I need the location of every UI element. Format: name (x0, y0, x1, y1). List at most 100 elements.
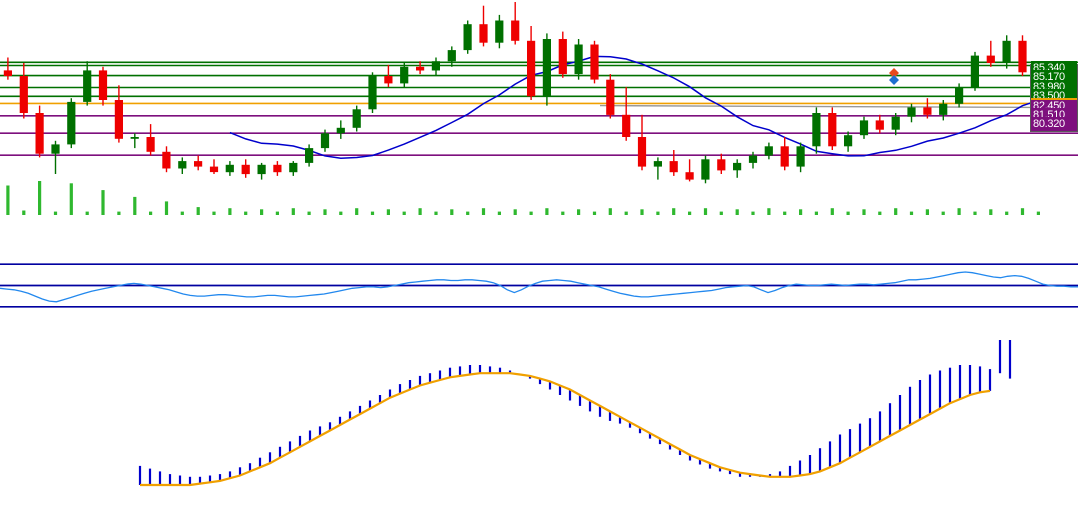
candlestick[interactable] (812, 107, 821, 154)
candlestick[interactable] (320, 129, 330, 152)
oscillator-pane[interactable] (0, 243, 1078, 328)
candlestick[interactable] (83, 61, 92, 106)
candlestick[interactable] (701, 155, 710, 184)
candle-body (162, 151, 171, 169)
candle-body (51, 144, 60, 154)
candlestick[interactable] (558, 31, 567, 78)
candlestick[interactable] (416, 61, 425, 75)
histogram-canvas[interactable] (0, 340, 1078, 505)
candlestick[interactable] (352, 105, 361, 132)
candle-body (939, 103, 948, 115)
crosshair-marker[interactable] (889, 68, 899, 85)
candlestick[interactable] (653, 157, 662, 180)
volume-bar (149, 211, 153, 215)
oscillator-canvas[interactable] (0, 243, 1078, 328)
candlestick[interactable] (1002, 35, 1011, 69)
candlestick[interactable] (764, 142, 773, 160)
volume-bar (989, 209, 993, 215)
candlestick[interactable] (162, 146, 171, 173)
volume-bar (244, 211, 248, 215)
candlestick[interactable] (336, 120, 345, 139)
candlestick[interactable] (209, 159, 219, 174)
candlestick[interactable] (859, 116, 869, 139)
candlestick[interactable] (241, 159, 250, 178)
candlestick[interactable] (717, 153, 726, 174)
candlestick[interactable] (447, 46, 456, 67)
price-chart-pane[interactable] (0, 0, 1078, 240)
candle-body (748, 155, 758, 163)
candlestick[interactable] (970, 51, 979, 91)
volume-bar (323, 209, 327, 215)
volume-bar (894, 208, 898, 215)
candlestick[interactable] (19, 63, 28, 119)
candlestick[interactable] (780, 137, 789, 171)
candle-body (590, 44, 599, 80)
volume-bar (909, 211, 914, 215)
candlestick[interactable] (98, 66, 108, 106)
candle-body (764, 146, 773, 156)
candlestick[interactable] (939, 100, 948, 121)
candlestick[interactable] (289, 161, 298, 176)
candlestick[interactable] (574, 39, 583, 80)
candlestick[interactable] (907, 103, 916, 123)
candlestick[interactable] (479, 5, 488, 47)
candlestick[interactable] (527, 26, 536, 100)
candle-body (891, 116, 900, 130)
candlestick[interactable] (733, 159, 742, 178)
candlestick[interactable] (114, 85, 123, 143)
price-chart-canvas[interactable] (0, 0, 1078, 240)
candlestick[interactable] (637, 114, 647, 171)
candle-body (241, 164, 250, 175)
candlestick[interactable] (273, 161, 282, 176)
candlestick[interactable] (606, 74, 615, 119)
volume-bar (260, 209, 264, 215)
candlestick[interactable] (194, 155, 203, 171)
candlestick[interactable] (828, 107, 837, 150)
volume-bar (180, 211, 184, 215)
volume-bar (688, 211, 692, 215)
candlestick[interactable] (1018, 35, 1027, 76)
candlestick[interactable] (542, 33, 551, 106)
candle-body (511, 20, 520, 41)
candlestick[interactable] (796, 142, 805, 173)
candlestick[interactable] (257, 162, 266, 180)
candlestick[interactable] (495, 14, 504, 49)
candlestick[interactable] (400, 63, 409, 88)
candlestick[interactable] (3, 57, 12, 80)
candlestick[interactable] (622, 87, 631, 141)
candlestick[interactable] (431, 57, 440, 77)
candle-body (83, 70, 92, 102)
candlestick[interactable] (384, 64, 393, 88)
candlestick[interactable] (986, 40, 995, 67)
volume-bar (830, 208, 834, 215)
candlestick[interactable] (67, 98, 76, 149)
candlestick[interactable] (305, 144, 314, 167)
candlestick[interactable] (368, 72, 377, 113)
candle-body (289, 162, 298, 173)
candlestick[interactable] (669, 150, 678, 176)
histogram-pane[interactable] (0, 340, 1078, 505)
candlestick[interactable] (844, 131, 853, 152)
candlestick[interactable] (51, 140, 60, 174)
candlestick[interactable] (875, 114, 884, 134)
candlestick[interactable] (590, 40, 599, 84)
candlestick[interactable] (923, 98, 932, 119)
candlestick[interactable] (146, 124, 155, 156)
volume-bar (22, 210, 26, 215)
candlestick[interactable] (35, 105, 44, 158)
candlestick[interactable] (511, 2, 520, 45)
volume-bar (941, 211, 945, 215)
candlestick[interactable] (178, 157, 187, 174)
volume-bar (133, 196, 137, 215)
candlestick[interactable] (685, 159, 694, 182)
candlestick[interactable] (891, 113, 900, 136)
candlestick[interactable] (225, 161, 234, 176)
candlestick[interactable] (748, 151, 758, 169)
price-tag-6[interactable]: 80.320 (1031, 117, 1077, 132)
candlestick[interactable] (955, 83, 964, 108)
candlestick[interactable] (130, 133, 139, 149)
candle-body (685, 172, 694, 180)
candle-body (273, 164, 282, 173)
candlestick[interactable] (463, 20, 472, 54)
candle-body (146, 137, 155, 152)
